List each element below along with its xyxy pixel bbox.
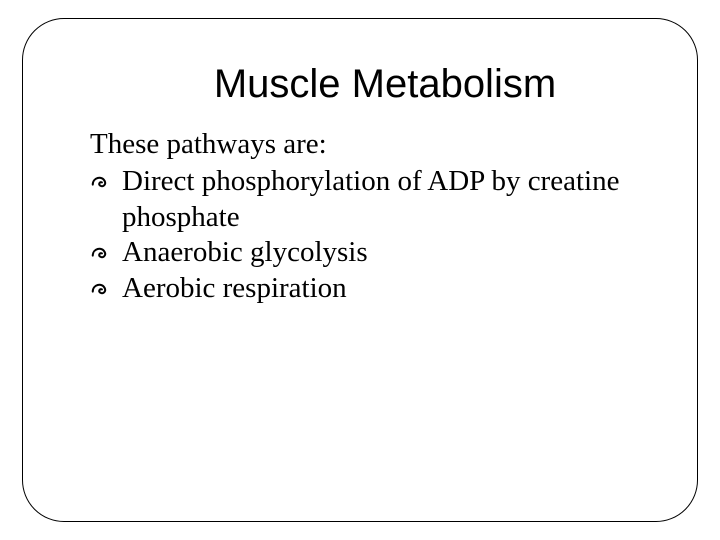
list-item: Anaerobic glycolysis [90,235,660,270]
slide-intro: These pathways are: [90,127,660,162]
list-item: Aerobic respiration [90,271,660,306]
slide-content: Muscle Metabolism These pathways are: Di… [90,62,660,306]
bullet-text: Aerobic respiration [122,272,347,304]
bullet-text: Direct phosphorylation of ADP by creatin… [122,165,619,232]
bullet-text: Anaerobic glycolysis [122,236,368,268]
slide-title: Muscle Metabolism [120,62,650,107]
bullet-list: Direct phosphorylation of ADP by creatin… [90,164,660,306]
list-item: Direct phosphorylation of ADP by creatin… [90,164,660,235]
